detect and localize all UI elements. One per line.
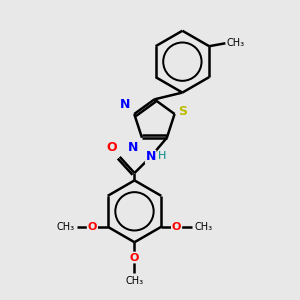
Text: H: H — [158, 151, 166, 161]
Text: O: O — [172, 222, 181, 232]
Text: O: O — [107, 142, 117, 154]
Text: N: N — [146, 150, 156, 163]
Text: O: O — [88, 222, 97, 232]
Text: CH₃: CH₃ — [195, 222, 213, 232]
Text: CH₃: CH₃ — [125, 276, 144, 286]
Text: O: O — [130, 253, 139, 262]
Text: CH₃: CH₃ — [226, 38, 244, 48]
Text: N: N — [120, 98, 131, 111]
Text: N: N — [128, 141, 138, 154]
Text: CH₃: CH₃ — [56, 222, 74, 232]
Text: S: S — [178, 105, 187, 118]
